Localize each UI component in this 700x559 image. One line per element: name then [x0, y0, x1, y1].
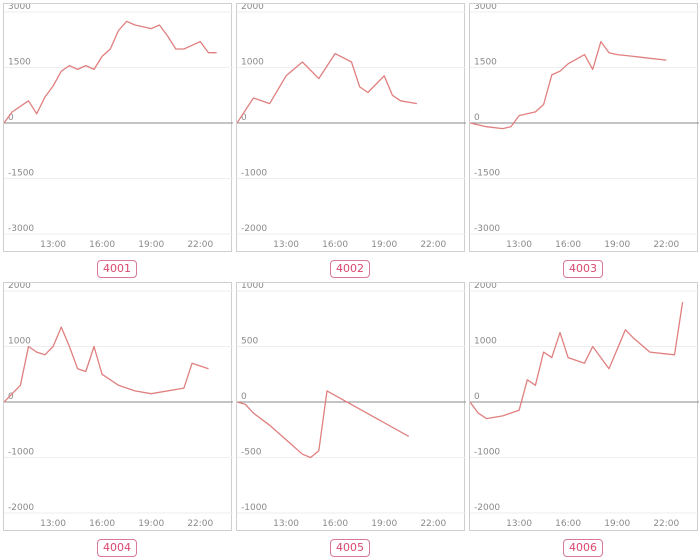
- x-tick-label: 16:00: [322, 240, 348, 250]
- chart-panel-4003: 3000 1500 0 -1500 -3000 13:00 16:00 19:00 22:00: [469, 3, 699, 252]
- chart-title-badge: 4003: [563, 260, 603, 278]
- chart-panel-4002: 2000 1000 0 -1000 -2000 13:00 16:00 19:00 22:00: [236, 3, 466, 252]
- chart-svg: 1000 500 0 -500 -1000 13:00 16:00 19:00 22:00: [237, 283, 466, 529]
- y-tick-label: 1500: [8, 58, 31, 68]
- chart-svg: 3000 1500 0 -1500 -3000 13:00 16:00 19:00 22:00: [4, 4, 233, 250]
- series-line: [4, 326, 209, 403]
- y-tick-label: -1500: [8, 169, 34, 179]
- y-tick-label: -500: [241, 448, 262, 458]
- y-tick-label: 1000: [241, 283, 264, 291]
- y-tick-label: 2000: [8, 283, 31, 291]
- chart-title-badge: 4002: [330, 260, 370, 278]
- x-tick-label: 16:00: [555, 240, 581, 250]
- chart-title-badge: 4005: [330, 539, 370, 557]
- y-tick-label: -1000: [241, 503, 267, 513]
- y-tick-label: 0: [241, 113, 247, 123]
- y-tick-label: -3000: [474, 224, 500, 234]
- x-tick-label: 13:00: [40, 240, 66, 250]
- y-tick-label: 0: [8, 392, 14, 402]
- x-tick-label: 19:00: [371, 240, 397, 250]
- chart-panel-4005: 1000 500 0 -500 -1000 13:00 16:00 19:00 22:00: [236, 282, 466, 531]
- x-tick-label: 22:00: [420, 519, 446, 529]
- chart-title-badge: 4006: [563, 539, 603, 557]
- y-tick-label: 3000: [8, 4, 31, 12]
- chart-title-badge: 4001: [97, 260, 137, 278]
- y-tick-label: -2000: [474, 503, 500, 513]
- x-tick-label: 19:00: [604, 519, 630, 529]
- y-tick-label: 1000: [8, 337, 31, 347]
- y-tick-label: 1000: [241, 58, 264, 68]
- x-tick-label: 16:00: [89, 519, 115, 529]
- x-tick-label: 19:00: [138, 240, 164, 250]
- y-tick-label: 1000: [474, 337, 497, 347]
- x-tick-label: 13:00: [506, 240, 532, 250]
- y-tick-label: -2000: [241, 224, 267, 234]
- x-tick-label: 22:00: [653, 519, 679, 529]
- x-tick-label: 13:00: [273, 240, 299, 250]
- y-tick-label: 0: [8, 113, 14, 123]
- y-tick-label: 0: [474, 392, 480, 402]
- y-tick-label: -3000: [8, 224, 34, 234]
- chart-svg: 2000 1000 0 -1000 -2000 13:00 16:00 19:00 22:00: [237, 4, 466, 250]
- chart-panel-4006: 2000 1000 0 -1000 -2000 13:00 16:00 19:00 22:00: [469, 282, 699, 531]
- chart-panel-4004: 2000 1000 0 -1000 -2000 13:00 16:00 19:00 22:00: [3, 282, 233, 531]
- y-tick-label: 1500: [474, 58, 497, 68]
- y-tick-label: -2000: [8, 503, 34, 513]
- series-line: [470, 302, 684, 420]
- series-line: [237, 52, 418, 124]
- y-tick-label: -1000: [241, 169, 267, 179]
- chart-svg: 2000 1000 0 -1000 -2000 13:00 16:00 19:00 22:00: [4, 283, 233, 529]
- chart-svg: 2000 1000 0 -1000 -2000 13:00 16:00 19:00 22:00: [470, 283, 699, 529]
- x-tick-label: 19:00: [138, 519, 164, 529]
- x-tick-label: 16:00: [555, 519, 581, 529]
- x-tick-label: 22:00: [653, 240, 679, 250]
- x-tick-label: 22:00: [187, 240, 213, 250]
- y-tick-label: 2000: [474, 283, 497, 291]
- y-tick-label: 0: [241, 392, 247, 402]
- chart-title-badge: 4004: [97, 539, 137, 557]
- x-tick-label: 22:00: [420, 240, 446, 250]
- chart-svg: 3000 1500 0 -1500 -3000 13:00 16:00 19:00 22:00: [470, 4, 699, 250]
- y-tick-label: 3000: [474, 4, 497, 12]
- x-tick-label: 19:00: [604, 240, 630, 250]
- y-tick-label: 2000: [241, 4, 264, 12]
- y-tick-label: 0: [474, 113, 480, 123]
- y-tick-label: 500: [241, 337, 258, 347]
- x-tick-label: 16:00: [89, 240, 115, 250]
- x-tick-label: 13:00: [40, 519, 66, 529]
- chart-panel-4001: 3000 1500 0 -1500 -3000 13:00 16:00 19:00 22:00: [3, 3, 233, 252]
- x-tick-label: 13:00: [273, 519, 299, 529]
- x-tick-label: 22:00: [187, 519, 213, 529]
- series-line: [237, 390, 410, 459]
- y-tick-label: -1000: [8, 448, 34, 458]
- x-tick-label: 16:00: [322, 519, 348, 529]
- y-tick-label: -1500: [474, 169, 500, 179]
- y-tick-label: -1000: [474, 448, 500, 458]
- series-line: [470, 40, 667, 130]
- series-line: [4, 20, 217, 124]
- x-tick-label: 19:00: [371, 519, 397, 529]
- x-tick-label: 13:00: [506, 519, 532, 529]
